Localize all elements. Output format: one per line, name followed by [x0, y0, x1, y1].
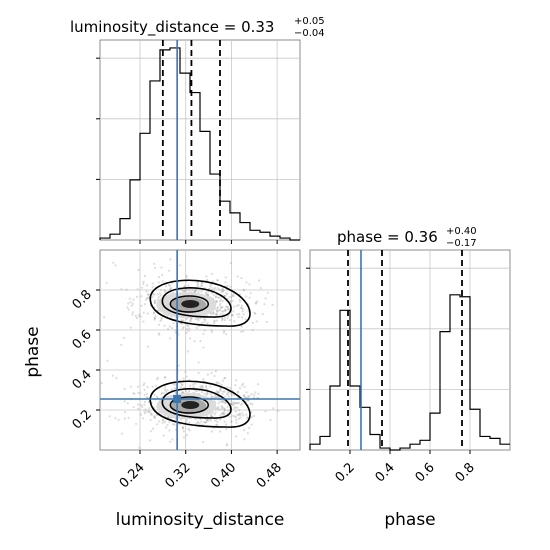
upper-mode-contour-mid — [161, 287, 232, 318]
luminosity-distance-histogram-panel — [96, 39, 301, 244]
upper-mode-contour-outer — [149, 279, 251, 327]
phase-ytick-label-3: 0.8 — [70, 287, 95, 312]
phase-xtick-label-3: 0.8 — [453, 460, 478, 485]
phase-xtick-label-1: 0.4 — [373, 460, 398, 485]
phase-hist-frame — [309, 249, 511, 451]
phase-ytick-label-0: 0.2 — [70, 407, 95, 432]
title-phase-plus: +0.40 — [446, 226, 477, 237]
lower-mode-contour-outer — [149, 380, 251, 428]
title-phase-minus: −0.17 — [446, 238, 477, 249]
phase-hist-histogram-step — [309, 294, 510, 451]
upper-mode — [149, 279, 251, 327]
phase-xtick-label-2: 0.6 — [413, 460, 438, 485]
distance-xtick-label-1: 0.32 — [162, 460, 193, 491]
y-axis-label-phase: phase — [23, 326, 43, 377]
distance-xtick-label-3: 0.48 — [254, 460, 285, 491]
x-axis-label-luminosity-distance: luminosity_distance — [116, 510, 285, 530]
title-luminosity-distance: luminosity_distance = 0.33 — [70, 18, 274, 37]
truth-marker — [173, 395, 182, 403]
upper-mode-contour-inner — [169, 295, 210, 313]
lower-mode-contour-mid — [161, 388, 232, 419]
lower-mode-density-core — [181, 401, 200, 409]
phase-ytick-label-1: 0.4 — [70, 367, 95, 392]
distance-vs-phase-scatter-panel: 0.24 0.32 0.40 0.48 0.2 0.4 0.6 0.8 — [70, 249, 301, 491]
title-phase: phase = 0.36 — [337, 228, 438, 246]
phase-ytick-label-2: 0.6 — [70, 327, 95, 352]
title-luminosity-distance-minus: −0.04 — [294, 28, 325, 39]
distance-xtick-label-2: 0.40 — [208, 460, 239, 491]
phase-xtick-label-0: 0.2 — [333, 460, 358, 485]
distance-xtick-label-0: 0.24 — [117, 460, 148, 491]
lower-mode-contour-inner — [169, 396, 210, 414]
distance-hist-frame — [99, 39, 301, 241]
title-luminosity-distance-plus: +0.05 — [294, 16, 325, 27]
upper-mode-density-core — [181, 300, 200, 308]
distance-hist-histogram-step — [99, 47, 300, 241]
x-axis-label-phase: phase — [384, 510, 435, 530]
phase-histogram-panel: 0.2 0.4 0.6 0.8 — [306, 249, 511, 485]
